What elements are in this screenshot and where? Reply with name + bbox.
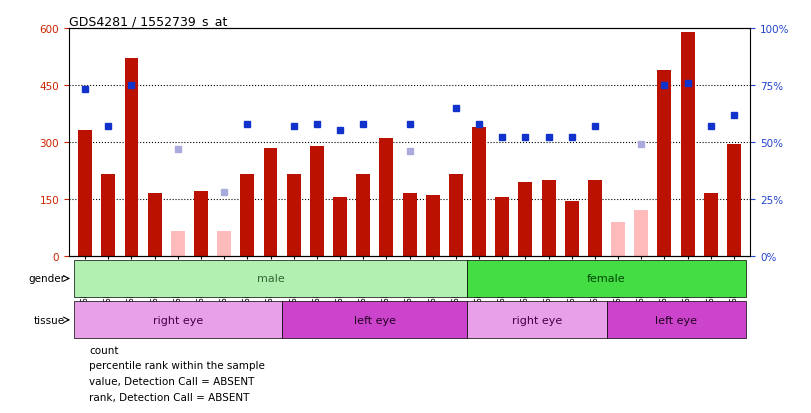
Bar xyxy=(74,301,282,339)
Bar xyxy=(518,182,532,256)
Bar xyxy=(467,301,607,339)
Bar xyxy=(472,127,486,256)
Text: female: female xyxy=(587,274,626,284)
Bar xyxy=(658,71,672,256)
Bar xyxy=(264,148,277,256)
Bar xyxy=(426,195,440,256)
Text: rank, Detection Call = ABSENT: rank, Detection Call = ABSENT xyxy=(89,392,250,402)
Bar xyxy=(217,231,231,256)
Bar xyxy=(704,194,718,256)
Text: male: male xyxy=(256,274,285,284)
Bar xyxy=(171,231,185,256)
Bar xyxy=(101,175,115,256)
Bar xyxy=(240,175,255,256)
Text: left eye: left eye xyxy=(354,315,396,325)
Bar xyxy=(588,180,602,256)
Bar xyxy=(449,175,463,256)
Text: left eye: left eye xyxy=(655,315,697,325)
Bar xyxy=(634,211,648,256)
Bar xyxy=(727,145,741,256)
Bar xyxy=(402,194,417,256)
Text: value, Detection Call = ABSENT: value, Detection Call = ABSENT xyxy=(89,376,255,386)
Bar xyxy=(287,175,301,256)
Bar xyxy=(680,33,694,256)
Bar xyxy=(148,194,161,256)
Text: count: count xyxy=(89,345,118,355)
Bar xyxy=(380,139,393,256)
Text: tissue: tissue xyxy=(34,315,65,325)
Bar xyxy=(282,301,467,339)
Bar xyxy=(564,201,579,256)
Bar xyxy=(125,59,139,256)
Bar xyxy=(194,192,208,256)
Text: percentile rank within the sample: percentile rank within the sample xyxy=(89,361,265,370)
Bar xyxy=(496,197,509,256)
Bar xyxy=(542,180,556,256)
Bar xyxy=(467,260,745,297)
Text: right eye: right eye xyxy=(152,315,203,325)
Bar xyxy=(74,260,467,297)
Bar xyxy=(356,175,370,256)
Bar xyxy=(333,197,347,256)
Text: GDS4281 / 1552739_s_at: GDS4281 / 1552739_s_at xyxy=(69,15,227,28)
Bar xyxy=(607,301,745,339)
Text: gender: gender xyxy=(28,274,65,284)
Bar xyxy=(78,131,92,256)
Text: right eye: right eye xyxy=(512,315,562,325)
Bar xyxy=(310,146,324,256)
Bar xyxy=(611,222,625,256)
